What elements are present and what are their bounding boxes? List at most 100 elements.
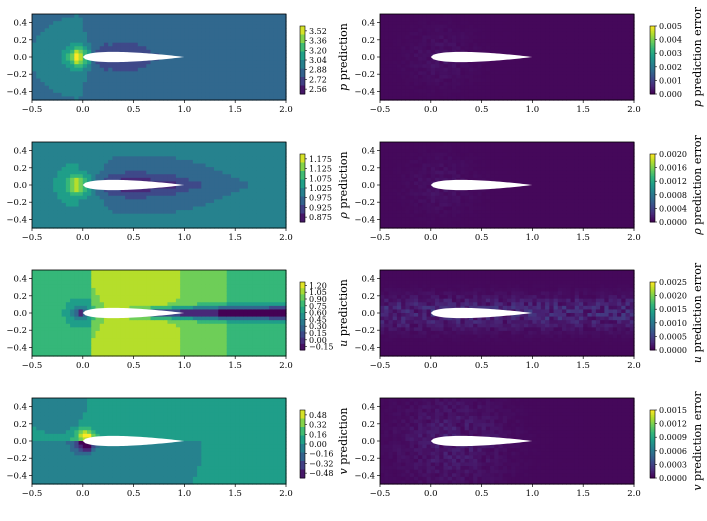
heatmap-cell [481,24,487,29]
heatmap-cell [396,213,402,218]
heatmap-cell [159,174,164,179]
heatmap-cell [36,192,42,197]
heatmap-cell [392,188,398,193]
heatmap-cell [159,167,164,172]
heatmap-cell [142,188,147,193]
heatmap-cell [443,224,449,229]
heatmap-cell [192,224,198,229]
heatmap-cell [574,28,580,33]
heatmap-cell [532,14,538,19]
heatmap-cell [205,224,211,229]
heatmap-cell [418,42,423,47]
heatmap-cell [48,35,54,40]
heatmap-cell [159,199,164,204]
heatmap-cell [277,78,283,83]
heatmap-cell [413,35,419,40]
heatmap-cell [239,213,245,218]
heatmap-cell [61,170,67,175]
heatmap-cell [214,177,219,183]
heatmap-cell [108,17,114,22]
heatmap-cell [413,149,419,154]
heatmap-cell [481,89,487,94]
heatmap-cell [78,181,84,186]
heatmap-cell [587,96,593,101]
heatmap-cell [184,89,190,94]
heatmap-cell [53,89,58,94]
heatmap-cell [277,206,283,211]
heatmap-cell [447,142,453,147]
heatmap-cell [617,31,622,37]
heatmap-cell [57,220,63,226]
heatmap-cell [557,21,563,26]
heatmap-cell [264,21,270,26]
heatmap-cell [171,195,177,200]
heatmap-cell [70,174,75,179]
heatmap-cell [99,78,105,83]
heatmap-cell [604,78,610,83]
heatmap-cell [413,60,419,65]
heatmap-cell [247,210,253,215]
heatmap-cell [159,159,164,165]
heatmap-cell [566,31,572,37]
heatmap-cell [384,85,390,90]
heatmap-cell [380,192,385,197]
heatmap-cell [401,71,406,76]
heatmap-cell [443,31,449,37]
heatmap-cell [621,14,627,19]
heatmap-cell [256,24,262,29]
heatmap-cell [464,39,470,44]
heatmap-cell [44,31,50,37]
heatmap-cell [87,39,92,44]
heatmap-cell [281,96,287,101]
heatmap-cell [57,64,63,69]
heatmap-cell [159,156,164,161]
heatmap-cell [230,89,236,94]
heatmap-cell [247,89,253,94]
heatmap-cell [562,57,567,62]
heatmap-cell [146,213,152,218]
heatmap-cell [48,188,54,193]
heatmap-cell [617,57,622,62]
heatmap-cell [519,96,525,101]
heatmap-cell [48,71,54,76]
heatmap-cell [103,74,109,80]
heatmap-cell [247,188,253,193]
heatmap-cell [523,53,529,58]
heatmap-cell [205,181,211,186]
heatmap-cell [53,78,58,83]
heatmap-cell [523,78,529,83]
heatmap-cell [230,152,236,157]
heatmap-cell [380,202,385,208]
heatmap-cell [74,224,80,229]
heatmap-cell [57,21,63,26]
heatmap-cell [243,202,249,208]
heatmap-cell [112,195,118,200]
heatmap-cell [532,35,538,40]
heatmap-cell [460,213,466,218]
heatmap-cell [600,35,605,40]
heatmap-cell [120,220,126,226]
heatmap-cell [175,170,181,175]
heatmap-cell [473,67,478,72]
heatmap-cell [222,199,228,204]
heatmap-cell [405,156,411,161]
colorbar-segment [650,78,655,81]
heatmap-cell [574,85,580,90]
heatmap-cell [625,89,631,94]
heatmap-cell [418,181,423,186]
heatmap-cell [591,92,597,98]
heatmap-cell [175,152,181,157]
heatmap-cell [392,163,398,168]
heatmap-cell [468,24,474,29]
heatmap-cell [57,82,63,87]
heatmap-cell [108,210,114,215]
heatmap-cell [252,163,257,168]
heatmap-cell [36,220,42,226]
heatmap-cell [48,213,54,218]
heatmap-cell [566,39,572,44]
heatmap-cell [252,67,257,72]
heatmap-cell [460,192,466,197]
heatmap-cell [443,74,449,80]
heatmap-cell [218,53,224,58]
heatmap-cell [150,71,156,76]
